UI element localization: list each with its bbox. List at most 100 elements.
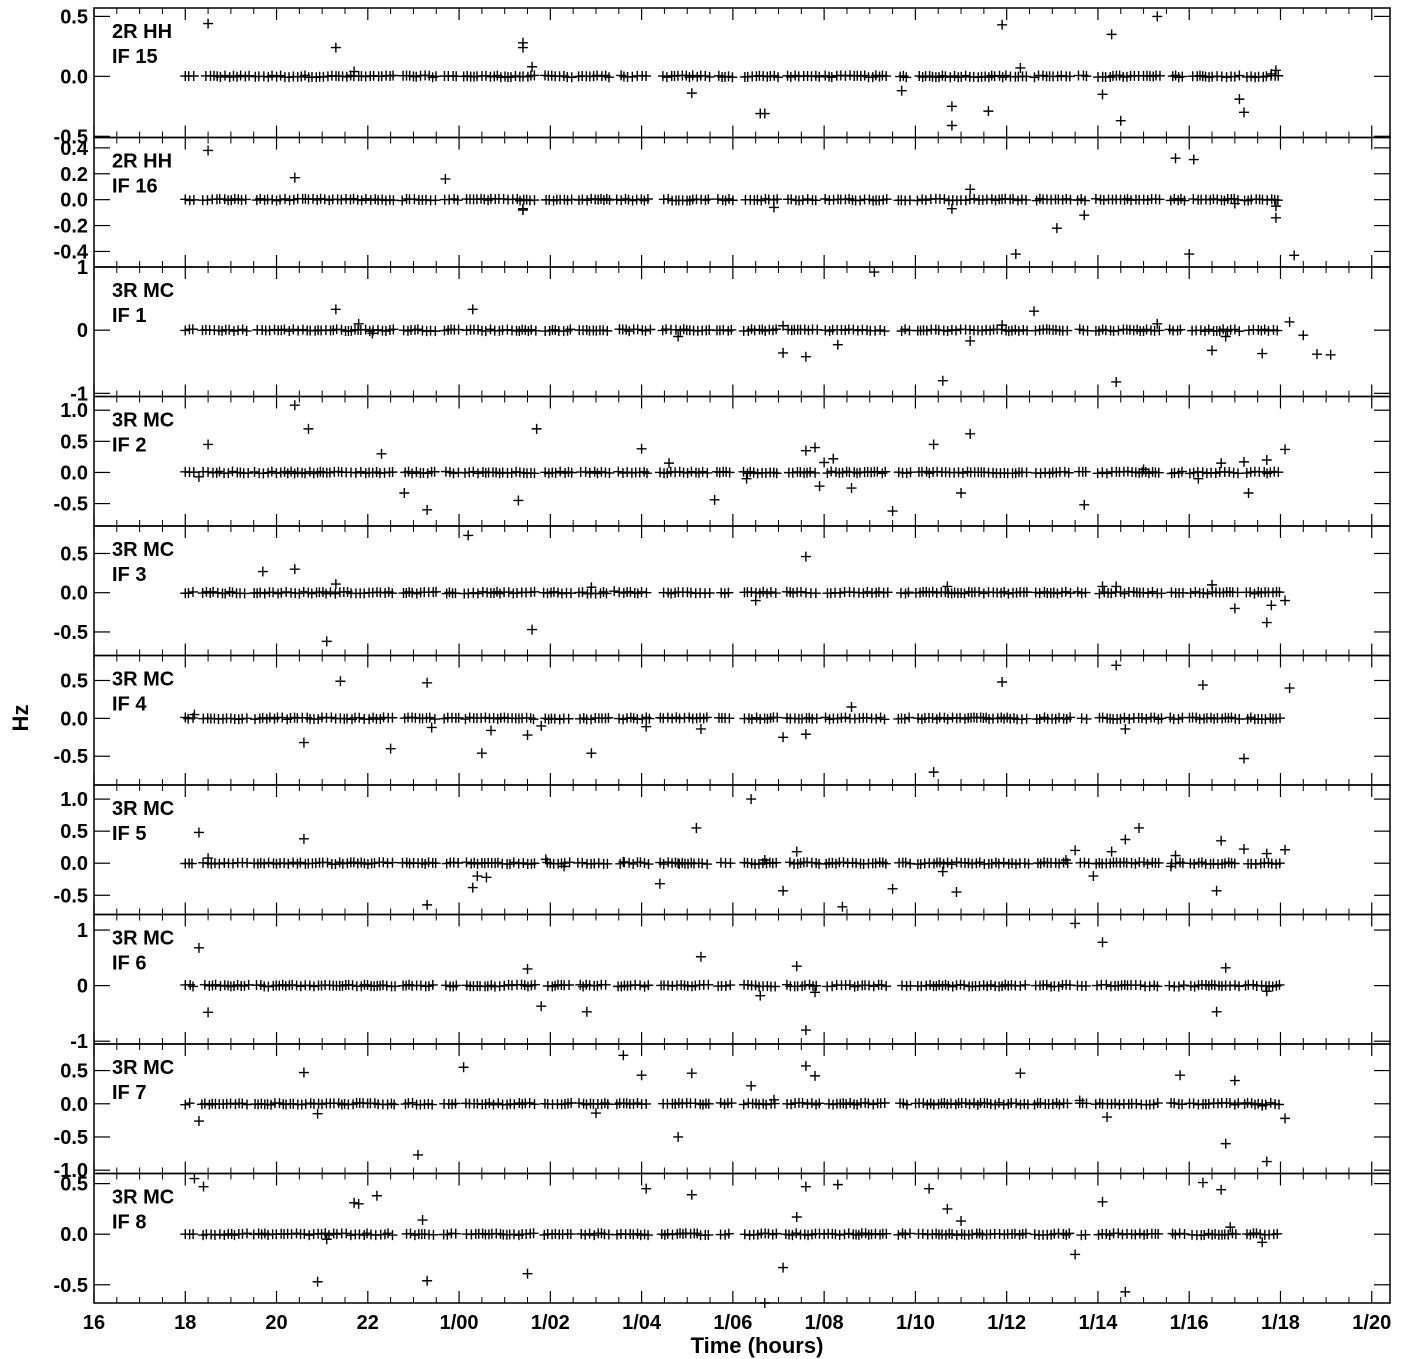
data-point — [870, 325, 881, 336]
data-point — [1130, 1229, 1141, 1240]
data-point — [1065, 588, 1076, 599]
data-point — [1119, 588, 1130, 599]
outlier-point — [896, 85, 907, 96]
panel-if-label: IF 2 — [112, 435, 146, 457]
data-point — [661, 72, 672, 83]
data-point — [643, 980, 654, 991]
data-point — [267, 70, 278, 81]
data-point — [1234, 714, 1245, 725]
data-point — [628, 858, 639, 869]
data-point — [703, 979, 714, 990]
outlier-point — [800, 351, 811, 362]
data-point — [814, 71, 825, 82]
data-point — [1081, 71, 1092, 82]
data-point — [596, 466, 607, 477]
outlier-point — [691, 822, 702, 833]
outlier-point — [527, 61, 538, 72]
y-tick-label: -0.5 — [54, 622, 88, 644]
panel-if-label: IF 1 — [112, 305, 146, 327]
outlier-point — [759, 855, 770, 866]
x-tick-label: 22 — [357, 1312, 379, 1334]
data-point — [495, 1228, 506, 1239]
data-point — [756, 195, 767, 206]
data-point — [912, 195, 923, 206]
outlier-point — [965, 335, 976, 346]
data-point — [1035, 1098, 1046, 1109]
data-point — [239, 588, 250, 599]
data-point — [263, 857, 274, 868]
outlier-point — [581, 1006, 592, 1017]
data-point — [852, 325, 863, 336]
x-tick-label: 1/16 — [1170, 1312, 1209, 1334]
data-point — [1234, 70, 1245, 81]
data-point — [960, 70, 971, 81]
data-point — [1224, 467, 1235, 478]
outlier-point — [1238, 844, 1249, 855]
outlier-point — [641, 721, 652, 732]
data-point — [389, 1099, 400, 1110]
data-point — [632, 324, 643, 335]
outlier-point — [1106, 29, 1117, 40]
data-point — [786, 194, 797, 205]
panel-frame — [93, 1043, 1391, 1175]
outlier-point — [371, 1190, 382, 1201]
data-point — [550, 467, 561, 478]
data-point — [407, 587, 418, 598]
data-point — [1021, 587, 1032, 598]
data-point — [978, 588, 989, 599]
outlier-point — [298, 833, 309, 844]
x-tick-label: 1/00 — [440, 1312, 479, 1334]
data-point — [974, 857, 985, 868]
data-point — [1230, 1229, 1241, 1240]
data-point — [1188, 1098, 1199, 1109]
outlier-point — [1280, 844, 1291, 855]
data-point — [264, 325, 275, 336]
data-point — [1008, 194, 1019, 205]
outlier-point — [1229, 1075, 1240, 1086]
outlier-point — [1280, 595, 1291, 606]
data-point — [1020, 1228, 1031, 1239]
outlier-point — [814, 481, 825, 492]
data-point — [387, 588, 398, 599]
data-point — [1020, 194, 1031, 205]
data-point — [577, 194, 588, 205]
data-point — [864, 980, 875, 991]
data-point — [1273, 70, 1284, 81]
data-point — [331, 1229, 342, 1240]
data-point — [900, 857, 911, 868]
data-point — [641, 587, 652, 598]
outlier-point — [810, 987, 821, 998]
data-point — [810, 467, 821, 478]
data-point — [1273, 467, 1284, 478]
x-tick-label: 1/14 — [1078, 1312, 1118, 1334]
data-point — [297, 324, 308, 335]
data-point — [746, 586, 757, 597]
outlier-point — [531, 423, 542, 434]
data-point — [727, 195, 738, 206]
data-point — [317, 1099, 328, 1110]
data-point — [1124, 713, 1135, 724]
data-point — [881, 71, 892, 82]
data-point — [985, 979, 996, 990]
data-point — [901, 72, 912, 83]
outlier-point — [750, 595, 761, 606]
data-point — [641, 71, 652, 82]
data-point — [244, 70, 255, 81]
data-point — [765, 587, 776, 598]
y-tick-label: -0.5 — [54, 1275, 88, 1297]
data-point — [1170, 1229, 1181, 1240]
data-point — [727, 72, 738, 83]
outlier-point — [203, 18, 214, 29]
outlier-point — [1280, 444, 1291, 455]
outlier-point — [440, 173, 451, 184]
outlier-point — [1079, 499, 1090, 510]
data-point — [640, 325, 651, 336]
data-point — [951, 325, 962, 336]
data-point — [239, 980, 250, 991]
data-point — [266, 466, 277, 477]
panel-baseline-label: 3R MC — [112, 410, 174, 432]
outlier-point — [800, 1181, 811, 1192]
data-point — [294, 588, 305, 599]
data-point — [1197, 467, 1208, 478]
data-point — [286, 1229, 297, 1240]
